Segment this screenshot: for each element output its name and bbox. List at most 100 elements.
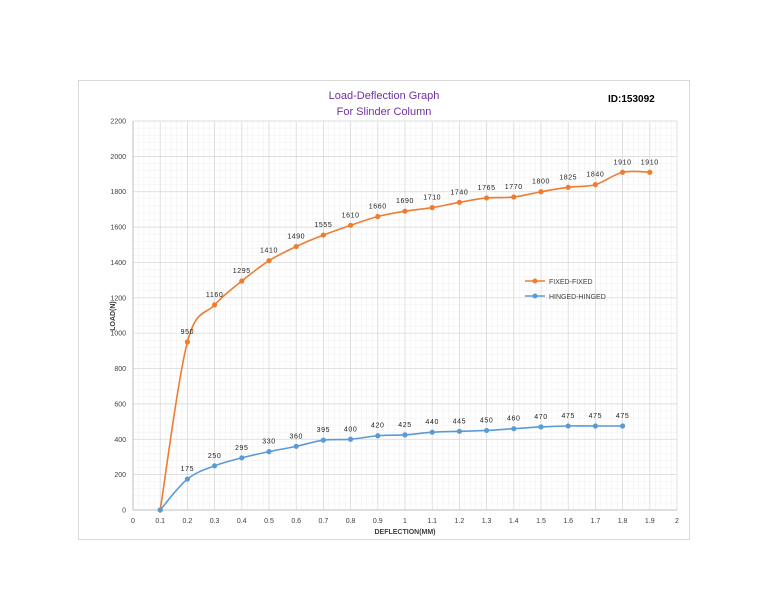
data-label-hinged-hinged: 440 — [425, 419, 438, 426]
data-label-hinged-hinged: 450 — [480, 417, 493, 424]
x-tick-label: 0.1 — [155, 518, 165, 525]
data-label-hinged-hinged: 470 — [534, 414, 547, 421]
data-label-hinged-hinged: 425 — [398, 422, 411, 429]
data-label-hinged-hinged: 175 — [181, 466, 194, 473]
data-point-hinged-hinged — [484, 427, 490, 434]
data-point-fixed-fixed — [456, 199, 462, 205]
data-point-hinged-hinged — [320, 437, 326, 443]
data-label-fixed-fixed: 1710 — [423, 195, 441, 202]
x-tick-label: 0.2 — [183, 518, 193, 525]
y-tick-label: 800 — [114, 366, 126, 373]
data-point-fixed-fixed — [184, 339, 190, 345]
data-label-hinged-hinged: 475 — [616, 413, 629, 420]
data-point-fixed-fixed — [592, 182, 599, 188]
data-label-hinged-hinged: 330 — [262, 439, 275, 446]
data-point-fixed-fixed — [375, 213, 381, 220]
data-label-hinged-hinged: 360 — [289, 433, 302, 440]
series-line-hinged-hinged — [159, 425, 623, 511]
x-tick-label: 1.9 — [645, 518, 655, 525]
x-tick-label: 1.6 — [563, 518, 573, 525]
x-tick-label: 1.1 — [427, 518, 437, 525]
data-point-fixed-fixed — [320, 232, 326, 238]
series-lines — [157, 169, 653, 513]
data-label-fixed-fixed: 950 — [181, 329, 194, 336]
data-label-fixed-fixed: 1690 — [396, 198, 414, 205]
y-tick-label: 1400 — [110, 260, 126, 267]
data-point-hinged-hinged — [239, 455, 245, 461]
data-label-hinged-hinged: 460 — [507, 416, 520, 423]
data-point-hinged-hinged — [266, 449, 272, 455]
data-point-hinged-hinged — [429, 429, 435, 435]
data-label-fixed-fixed: 1740 — [450, 189, 468, 196]
legend-label-fixed-fixed: FIXED-FIXED — [549, 279, 593, 286]
x-tick-label: 0.7 — [319, 518, 329, 525]
data-point-hinged-hinged — [212, 463, 218, 469]
x-tick-label: 0.6 — [291, 518, 301, 525]
data-label-fixed-fixed: 1555 — [314, 222, 332, 229]
data-point-fixed-fixed — [293, 243, 299, 250]
x-tick-label: 1.8 — [618, 518, 628, 525]
data-point-hinged-hinged — [157, 507, 163, 513]
data-label-hinged-hinged: 475 — [561, 413, 574, 420]
data-label-fixed-fixed: 1910 — [641, 159, 659, 166]
data-point-hinged-hinged — [456, 428, 462, 434]
axes — [132, 121, 677, 511]
y-tick-label: 1000 — [110, 331, 126, 338]
data-label-fixed-fixed: 1910 — [614, 159, 632, 166]
x-tick-label: 1.7 — [591, 518, 601, 525]
x-tick-label: 0.5 — [264, 518, 274, 525]
data-point-hinged-hinged — [348, 436, 354, 442]
legend: FIXED-FIXED HINGED-HINGED — [525, 278, 606, 301]
data-label-fixed-fixed: 1610 — [342, 212, 360, 219]
data-point-hinged-hinged — [375, 433, 381, 439]
data-point-fixed-fixed — [429, 205, 435, 211]
x-tick-label: 1.3 — [482, 518, 492, 525]
y-tick-label: 1600 — [110, 225, 126, 232]
data-label-fixed-fixed: 1825 — [559, 174, 577, 181]
legend-item-hinged-hinged: HINGED-HINGED — [525, 293, 606, 301]
data-label-hinged-hinged: 295 — [235, 445, 248, 452]
data-point-fixed-fixed — [348, 222, 354, 228]
x-tick-label: 1.5 — [536, 518, 546, 525]
y-tick-label: 2000 — [110, 154, 126, 161]
y-tick-label: 200 — [114, 472, 126, 479]
x-tick-label: 0.8 — [346, 518, 356, 525]
x-tick-label: 1.4 — [509, 518, 519, 525]
data-point-fixed-fixed — [620, 169, 626, 175]
chart-title-line-2: For Slinder Column — [337, 106, 432, 118]
x-tick-label: 0.4 — [237, 518, 247, 525]
data-point-hinged-hinged — [592, 423, 599, 429]
data-point-fixed-fixed — [212, 302, 218, 308]
data-point-hinged-hinged — [184, 476, 190, 482]
data-point-hinged-hinged — [565, 423, 571, 429]
chart-frame — [78, 80, 690, 540]
y-axis-label: LOAD(N) — [110, 301, 117, 331]
y-tick-label: 2200 — [110, 119, 126, 126]
data-label-fixed-fixed: 1765 — [478, 185, 496, 192]
y-tick-label: 0 — [122, 508, 126, 515]
legend-label-hinged-hinged: HINGED-HINGED — [549, 294, 606, 301]
data-point-fixed-fixed — [647, 169, 653, 175]
data-label-hinged-hinged: 445 — [453, 418, 466, 425]
data-label-hinged-hinged: 395 — [317, 427, 330, 434]
data-point-hinged-hinged — [293, 443, 299, 449]
y-tick-label: 600 — [114, 401, 126, 408]
x-tick-label: 0.9 — [373, 518, 383, 525]
data-label-fixed-fixed: 1660 — [369, 203, 387, 210]
x-tick-label: 0.3 — [210, 518, 220, 525]
x-tick-label: 2 — [675, 518, 679, 525]
data-label-fixed-fixed: 1160 — [206, 292, 223, 299]
data-point-hinged-hinged — [402, 432, 408, 438]
data-label-fixed-fixed: 1410 — [260, 248, 278, 255]
x-tick-label: 1 — [403, 518, 407, 525]
legend-item-fixed-fixed: FIXED-FIXED — [525, 278, 593, 286]
data-label-hinged-hinged: 475 — [589, 413, 602, 420]
data-label-fixed-fixed: 1800 — [532, 179, 550, 186]
data-point-fixed-fixed — [511, 194, 517, 200]
x-tick-label: 0 — [131, 518, 135, 525]
tick-labels: 0 0.1 0.2 0.3 0.4 0.5 0.6 0.7 0.8 0.9 1 1.1 1.2 1.3 1.… — [110, 119, 679, 526]
data-point-fixed-fixed — [538, 189, 544, 195]
data-labels: 950 1160 1295 1410 1490 1555 1610 1660 1690 1710 1… — [181, 159, 659, 473]
data-point-fixed-fixed — [266, 258, 272, 264]
